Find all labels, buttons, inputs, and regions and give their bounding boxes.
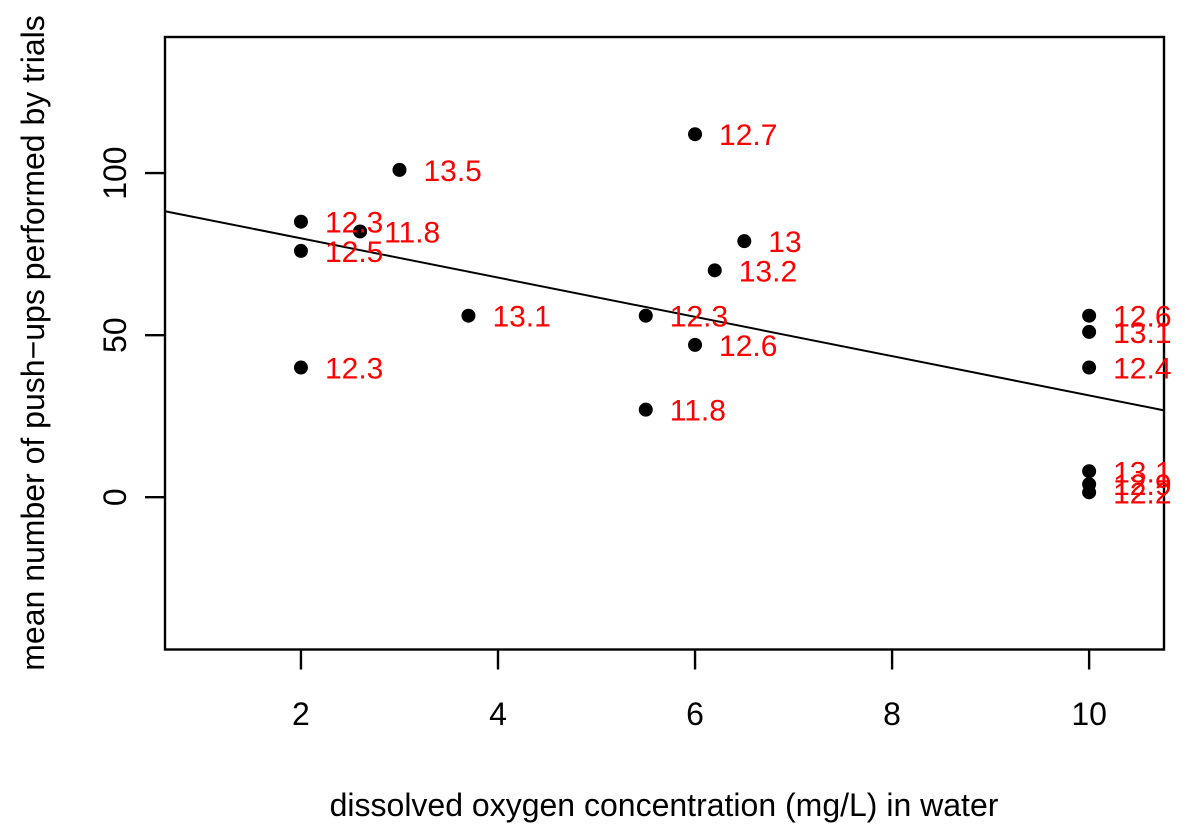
x-tick-label: 4 (489, 696, 507, 732)
point-label: 13.1 (1113, 317, 1171, 350)
x-tick-label: 2 (292, 696, 310, 732)
y-tick-label: 50 (97, 317, 133, 353)
point-label: 13 (768, 226, 801, 259)
data-point (353, 224, 368, 239)
data-point (1082, 464, 1097, 479)
y-tick-label: 100 (97, 146, 133, 199)
data-point (392, 162, 407, 177)
point-label: 12.9 (1113, 469, 1171, 502)
data-point (293, 243, 308, 258)
point-label: 11.8 (384, 216, 440, 249)
point-label: 12.7 (719, 119, 777, 152)
point-label: 11.8 (670, 395, 726, 428)
point-label: 12.4 (1113, 353, 1171, 386)
point-label: 12.2 (1113, 477, 1171, 510)
point-label: 12.3 (325, 353, 383, 386)
point-label: 12.3 (670, 301, 728, 334)
data-point (1082, 485, 1097, 500)
data-point (638, 308, 653, 323)
x-tick-label: 8 (883, 696, 901, 732)
data-point (293, 214, 308, 229)
point-label: 12.3 (325, 207, 383, 240)
point-label: 12.5 (325, 236, 383, 269)
data-point (707, 263, 722, 278)
regression-line-layer (164, 210, 1165, 412)
data-point (293, 360, 308, 375)
data-point (1082, 360, 1097, 375)
plot-border (163, 35, 1166, 651)
data-point (638, 402, 653, 417)
x-tick-label: 10 (1071, 696, 1107, 732)
y-tick-label: 0 (97, 488, 133, 506)
point-label: 13.2 (739, 255, 797, 288)
data-point (461, 308, 476, 323)
plot-box (163, 35, 1166, 651)
point-label: 13.1 (1113, 456, 1171, 489)
point-label: 12.6 (719, 330, 777, 363)
data-points-layer: 12.312.512.311.813.513.1 12.311.812.712.6… (293, 119, 1172, 510)
point-label: 13.5 (423, 155, 481, 188)
regression-line (164, 210, 1165, 412)
data-point (1082, 308, 1097, 323)
data-point (688, 127, 703, 142)
y-axis-title: mean number of push−ups performed by tri… (15, 15, 51, 670)
x-axis-title: dissolved oxygen concentration (mg/L) in… (330, 787, 999, 823)
data-point (737, 234, 752, 249)
point-label: 12.6 (1113, 301, 1171, 334)
data-point (1082, 324, 1097, 339)
point-label: 13.1 (492, 301, 550, 334)
x-tick-label: 6 (686, 696, 704, 732)
data-point (688, 337, 703, 352)
